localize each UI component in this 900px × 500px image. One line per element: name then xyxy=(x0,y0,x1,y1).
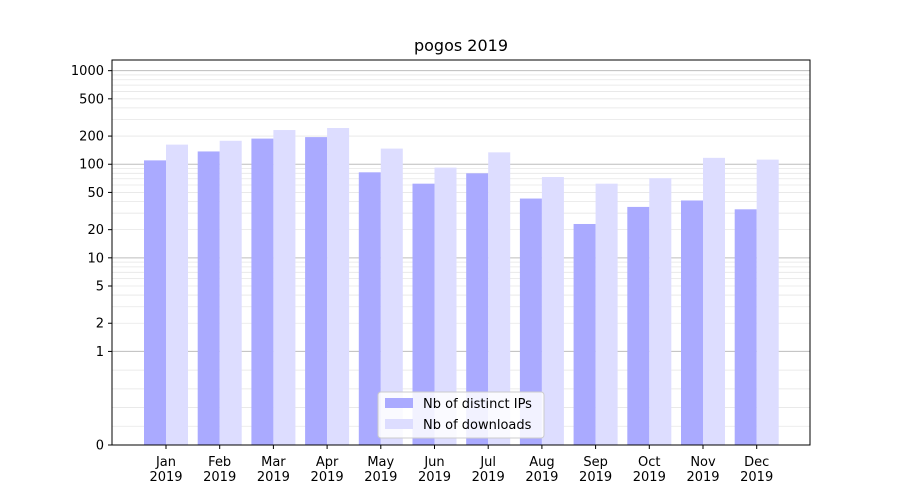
plot-frame xyxy=(111,59,811,446)
bar-distinct-ips xyxy=(305,137,328,445)
legend: Nb of distinct IPs Nb of downloads xyxy=(377,391,545,439)
x-tick-label: May 2019 xyxy=(364,455,397,485)
bar-downloads xyxy=(327,127,350,446)
bar-downloads xyxy=(273,130,296,445)
bar-distinct-ips xyxy=(466,173,489,445)
x-tick-label: Feb 2019 xyxy=(203,455,236,485)
legend-swatch-distinct-ips xyxy=(385,398,413,408)
bar-distinct-ips xyxy=(358,172,381,446)
y-tick-label: 5 xyxy=(96,280,104,295)
x-tick-label: Sep 2019 xyxy=(579,455,612,485)
legend-label-downloads: Nb of downloads xyxy=(423,418,532,433)
x-tick-label: Oct 2019 xyxy=(633,455,666,485)
y-tick-label: 50 xyxy=(87,186,104,201)
y-tick-label: 1 xyxy=(96,345,104,360)
y-tick-label: 100 xyxy=(79,158,104,173)
chart-title: pogos 2019 xyxy=(414,36,508,55)
y-tick-label: 10 xyxy=(87,251,104,266)
bar-distinct-ips xyxy=(519,198,542,445)
bar-downloads xyxy=(756,159,779,445)
bar-distinct-ips xyxy=(734,209,757,445)
y-tick-label: 0 xyxy=(96,439,104,454)
x-tick-label: Jul 2019 xyxy=(472,455,505,485)
legend-label-distinct-ips: Nb of distinct IPs xyxy=(423,397,532,412)
x-tick-label: Mar 2019 xyxy=(257,455,290,485)
bar-downloads xyxy=(219,140,242,445)
bar-downloads xyxy=(488,152,511,445)
bar-downloads xyxy=(703,157,725,446)
x-tick-label: Jan 2019 xyxy=(149,455,182,485)
bar-downloads xyxy=(166,144,188,445)
bar-distinct-ips xyxy=(573,223,596,445)
legend-box xyxy=(377,391,545,439)
y-tick-label: 1000 xyxy=(71,64,104,79)
bar-downloads xyxy=(649,178,672,445)
x-axis: Jan 2019 Feb 2019 Mar 2019 Apr 2019 May 2019 Jun 20… xyxy=(149,445,773,485)
legend-swatch-downloads xyxy=(385,419,413,429)
x-tick-label: Nov 2019 xyxy=(686,455,719,485)
y-axis: 0 1 2 5 10 20 50 100 200 500 1000 xyxy=(71,64,112,454)
bar-downloads xyxy=(434,167,457,445)
bars xyxy=(144,127,779,446)
bar-downloads xyxy=(595,183,618,445)
y-tick-label: 2 xyxy=(96,317,104,332)
y-tick-label: 500 xyxy=(79,92,104,107)
y-tick-label: 20 xyxy=(87,223,104,238)
x-tick-label: Dec 2019 xyxy=(740,455,773,485)
bar-distinct-ips xyxy=(144,160,166,445)
bar-distinct-ips xyxy=(251,138,274,445)
x-tick-label: Apr 2019 xyxy=(311,455,344,485)
bar-downloads xyxy=(541,177,564,446)
x-tick-label: Jun 2019 xyxy=(418,455,451,485)
bar-distinct-ips xyxy=(627,206,650,445)
bar-distinct-ips xyxy=(197,151,220,446)
bar-downloads xyxy=(380,148,403,445)
bar-distinct-ips xyxy=(412,183,435,445)
y-tick-label: 200 xyxy=(79,130,104,145)
bar-distinct-ips xyxy=(681,200,703,445)
x-tick-label: Aug 2019 xyxy=(525,455,558,485)
